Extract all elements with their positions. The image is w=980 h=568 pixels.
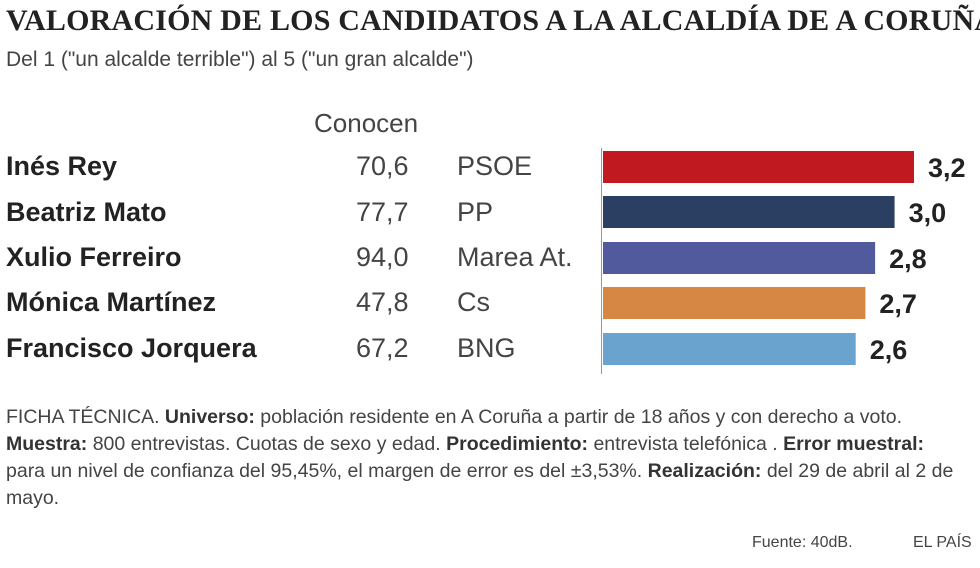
- conocen-value: 94,0: [356, 242, 409, 272]
- realizacion-text: del 29 de abril al 2 de mayo.: [6, 460, 954, 509]
- conocen-value: 77,7: [356, 197, 409, 227]
- candidate-name: Mónica Martínez: [6, 287, 217, 317]
- candidate-name: Inés Rey: [6, 151, 118, 181]
- bar-5: [603, 333, 856, 365]
- bar-value-label: 3,0: [909, 198, 947, 228]
- realizacion-label: Realización:: [647, 460, 762, 482]
- muestra-label: Muestra:: [6, 433, 88, 455]
- bar-1: [603, 151, 914, 183]
- candidate-row: Xulio Ferreiro 94,0 Marea At.: [0, 238, 980, 278]
- chart-title: VALORACIÓN DE LOS CANDIDATOS A LA ALCALD…: [6, 4, 980, 37]
- candidate-row: Francisco Jorquera 67,2 BNG: [0, 329, 980, 369]
- conocen-value: 70,6: [356, 151, 409, 181]
- bar-4: [603, 287, 866, 319]
- candidate-row: Inés Rey 70,6 PSOE: [0, 147, 980, 187]
- source-note: Fuente: 40dB.: [752, 534, 853, 551]
- party-name: PP: [457, 197, 494, 227]
- bar-chart: 3,2 3,0 2,8 2,7 2,6: [603, 151, 966, 365]
- candidate-name: Xulio Ferreiro: [6, 242, 182, 272]
- party-name: BNG: [457, 333, 516, 363]
- error-label: Error muestral:: [783, 433, 925, 455]
- candidate-row: Beatriz Mato 77,7 PP: [0, 193, 980, 233]
- candidate-name: Beatriz Mato: [6, 197, 167, 227]
- conocen-value: 67,2: [356, 333, 409, 363]
- ficha-label: FICHA TÉCNICA.: [6, 406, 165, 428]
- candidate-row: Mónica Martínez 47,8 Cs: [0, 283, 980, 323]
- muestra-text: 800 entrevistas. Cuotas de sexo y edad.: [87, 433, 447, 455]
- conocen-value: 47,8: [356, 287, 409, 317]
- bar-value-label: 3,2: [928, 153, 966, 183]
- error-text: para un nivel de confianza del 95,45%, e…: [6, 460, 648, 482]
- bar-value-label: 2,8: [889, 244, 927, 274]
- universo-text: población residente en A Coruña a partir…: [254, 406, 903, 428]
- brand-logo: EL PAÍS: [913, 534, 972, 551]
- bar-value-label: 2,6: [870, 335, 908, 365]
- party-name: PSOE: [457, 151, 533, 181]
- party-name: Marea At.: [457, 242, 573, 272]
- universo-label: Universo:: [164, 406, 255, 428]
- ficha-tecnica: FICHA TÉCNICA. Universo: población resid…: [6, 404, 966, 512]
- bar-3: [603, 242, 876, 274]
- bar-2: [603, 196, 895, 228]
- procedimiento-text: entrevista telefónica .: [588, 433, 784, 455]
- procedimiento-label: Procedimiento:: [446, 433, 589, 455]
- chart-subtitle: Del 1 ("un alcalde terrible") al 5 ("un …: [6, 48, 474, 71]
- conocen-header: Conocen: [314, 108, 419, 138]
- candidate-name: Francisco Jorquera: [6, 333, 257, 363]
- bar-axis-line: [601, 148, 602, 374]
- party-name: Cs: [457, 287, 490, 317]
- bar-value-label: 2,7: [879, 289, 917, 319]
